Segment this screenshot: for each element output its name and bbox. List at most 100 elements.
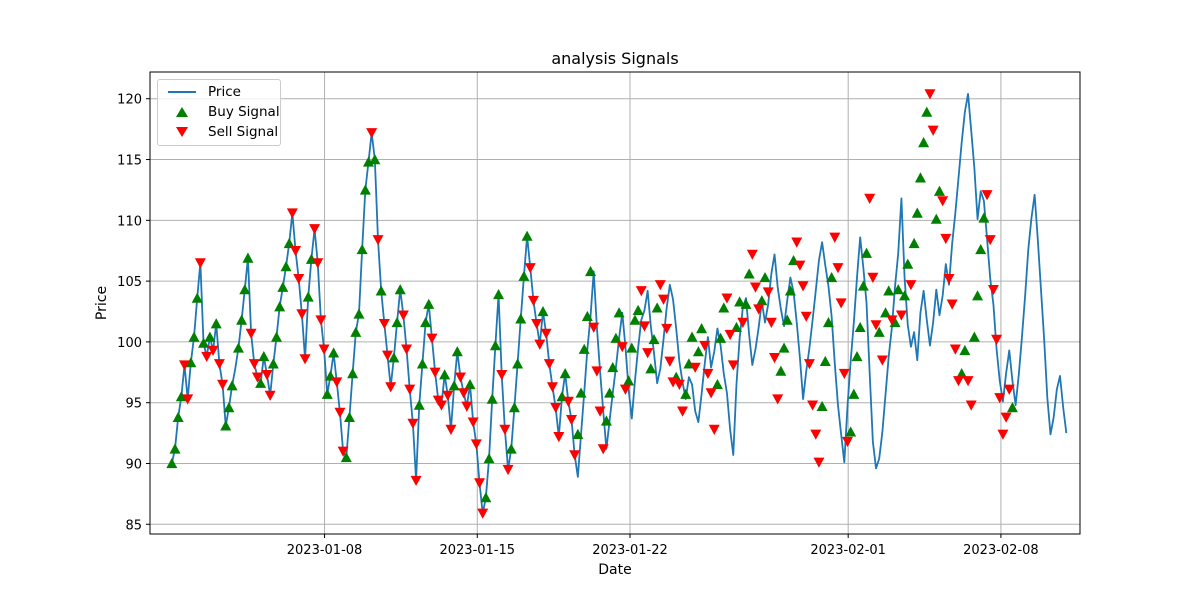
buy-signal-marker: [486, 393, 498, 404]
sell-signal-marker: [832, 263, 844, 274]
sell-signal-marker: [673, 379, 685, 390]
sell-signal-marker: [366, 128, 378, 139]
sell-signal-marker: [467, 417, 479, 428]
buy-signal-marker: [226, 380, 238, 391]
sell-signal-marker: [1000, 412, 1012, 423]
data-layer: [170, 92, 1068, 515]
buy-signal-marker: [204, 331, 216, 342]
buy-signal-marker: [575, 387, 587, 398]
sell-signal-marker: [251, 372, 263, 383]
buy-signal-marker: [740, 298, 752, 309]
buy-signal-marker: [236, 314, 248, 325]
sell-signal-marker: [245, 328, 257, 339]
legend-triangle-down-icon: [166, 122, 196, 142]
buy-signal-marker: [822, 316, 834, 328]
sell-signal-marker: [182, 394, 194, 405]
sell-signal-marker: [905, 280, 917, 291]
sell-signal-marker: [454, 372, 466, 383]
sell-signal-marker: [331, 377, 343, 388]
buy-signal-marker: [521, 230, 533, 241]
sell-signal-marker: [864, 193, 876, 204]
buy-signal-marker: [359, 184, 371, 195]
buy-signal-marker: [280, 261, 292, 272]
buy-signal-marker: [451, 346, 463, 357]
legend-entry-sell: Sell Signal: [166, 122, 278, 142]
buy-signal-marker: [505, 443, 517, 454]
sell-signal-marker: [997, 429, 1009, 440]
legend-entry-price: Price: [166, 82, 241, 102]
buy-signal-marker: [778, 342, 790, 353]
buy-signal-marker: [978, 212, 990, 223]
buy-signal-marker: [711, 378, 723, 390]
sell-signal-marker: [410, 475, 422, 487]
buy-signal-marker: [585, 265, 597, 277]
sell-signal-marker: [404, 384, 416, 395]
sell-signal-marker: [829, 232, 841, 243]
sell-signal-marker: [502, 464, 514, 476]
y-tick-label: 105: [117, 275, 142, 290]
buy-signal-marker: [175, 391, 187, 402]
sell-signal-marker: [749, 282, 761, 293]
sell-signal-marker: [397, 310, 409, 321]
buy-signal-marker: [718, 302, 730, 313]
buy-signal-marker: [242, 252, 254, 263]
sell-signal-marker: [769, 353, 781, 364]
buy-signal-marker: [493, 288, 505, 300]
sell-signal-marker: [991, 334, 1003, 345]
sell-signal-marker: [765, 317, 777, 328]
sell-signal-marker: [248, 359, 260, 370]
sell-signal-marker: [699, 340, 711, 352]
sell-signal-marker: [677, 406, 689, 417]
sell-signal-marker: [927, 125, 939, 136]
buy-signal-marker: [267, 358, 279, 369]
sell-signal-marker: [293, 274, 305, 285]
sell-signal-marker: [217, 379, 229, 390]
buy-signal-marker: [975, 244, 987, 255]
y-tick-label: 90: [125, 457, 142, 472]
buy-signal-marker: [816, 400, 828, 412]
sell-signal-marker: [638, 321, 650, 332]
sell-signal-marker: [309, 224, 321, 235]
sell-signal-marker: [791, 237, 803, 248]
sell-signal-marker: [201, 351, 213, 362]
buy-signal-marker: [775, 365, 787, 376]
legend-triangle-up-icon: [166, 102, 196, 122]
buy-signal-marker: [572, 428, 584, 439]
buy-signal-marker: [512, 358, 524, 369]
buy-signal-marker: [933, 185, 945, 196]
sell-signal-marker: [401, 344, 413, 355]
legend-label: Sell Signal: [208, 124, 279, 140]
buy-signal-marker: [743, 268, 755, 279]
buy-signal-marker: [394, 284, 406, 295]
buy-signal-marker: [239, 284, 251, 295]
buy-signal-marker: [353, 308, 365, 319]
sell-signal-marker: [994, 393, 1006, 404]
sell-signal-marker: [616, 342, 628, 353]
buy-signal-marker: [734, 296, 746, 307]
buy-signal-marker: [439, 369, 451, 380]
sell-signal-marker: [286, 208, 298, 219]
sell-signal-marker: [407, 418, 419, 429]
sell-signal-marker: [315, 315, 327, 326]
buy-signal-marker: [166, 457, 178, 469]
buy-signal-marker: [610, 332, 622, 343]
buy-signal-marker: [277, 281, 289, 292]
sell-signal-marker: [753, 304, 765, 315]
buy-signal-marker: [692, 346, 704, 357]
buy-signal-marker: [350, 326, 362, 337]
buy-signal-marker: [518, 270, 530, 281]
buy-signal-marker: [340, 451, 352, 463]
buy-signal-marker: [537, 306, 549, 317]
price-line: [170, 92, 1068, 515]
buy-signal-marker: [819, 355, 831, 367]
buy-signal-marker: [880, 307, 892, 318]
sell-signal-marker: [762, 287, 774, 298]
sell-signal-marker: [940, 233, 952, 245]
axis-layer: 85 90 95 100 105 110 115 120 2023-01-08 2023-01-1…: [117, 93, 1039, 558]
sell-signal-marker: [458, 388, 470, 399]
buy-signal-marker: [759, 271, 771, 283]
x-tick-label: 2023-02-08: [963, 543, 1039, 558]
buy-signal-marker: [686, 331, 698, 342]
sell-signal-marker: [794, 260, 806, 271]
legend-label: Price: [208, 84, 241, 100]
